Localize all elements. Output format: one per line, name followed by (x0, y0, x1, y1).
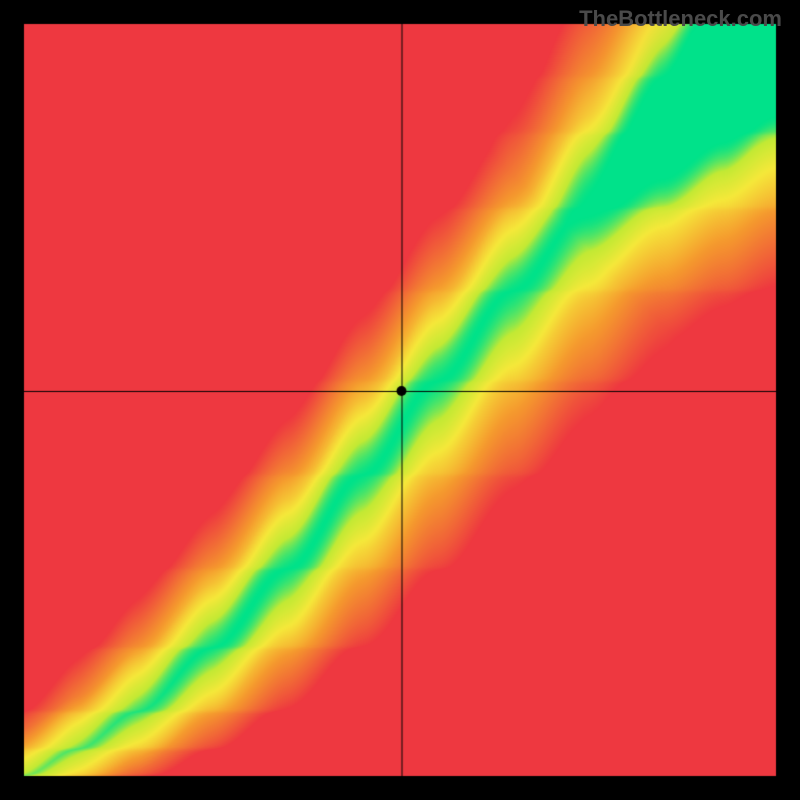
chart-container: TheBottleneck.com (0, 0, 800, 800)
bottleneck-heatmap (0, 0, 800, 800)
watermark-text: TheBottleneck.com (579, 6, 782, 32)
